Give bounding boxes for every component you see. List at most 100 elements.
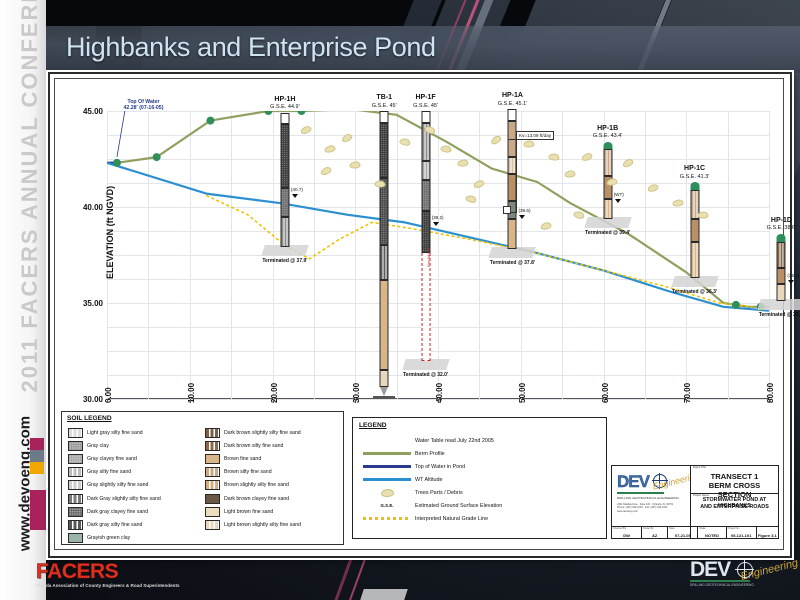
boring-green-cap xyxy=(603,141,613,150)
legend-line-swatch xyxy=(363,478,411,481)
boring-soil-segment xyxy=(507,109,517,121)
boring-gse-label: G.S.E. 45.1' xyxy=(497,100,528,107)
title-block-cell-value: 07-21-05 xyxy=(674,532,691,538)
kv-sample-marker xyxy=(503,206,511,214)
boring-soil-segment xyxy=(280,112,290,125)
y-axis-tick: 40.00 xyxy=(82,203,103,212)
soil-legend-label: Grayish green clay xyxy=(87,535,131,542)
title-block-cell: Date: 07-21-05 xyxy=(668,527,699,538)
boring-id-label: HP-1F xyxy=(415,94,436,101)
water-table-triangle-icon xyxy=(614,199,621,204)
legend-label: Water Table read July 22nd 2005 xyxy=(415,437,494,444)
soil-legend-row: Grayish green clay xyxy=(68,532,206,545)
boring-id-label: HP-1B xyxy=(597,124,619,132)
soil-legend-row: Dark Gray slightly silty fine sand xyxy=(68,492,206,505)
soil-legend-label: Dark gray clayey fine sand xyxy=(87,508,149,515)
boring-gse-label: G.S.E. 41.3' xyxy=(679,173,710,180)
soil-legend-column-2: Dark brown slightly silty fine sand Dark … xyxy=(205,426,343,532)
legend-row: Water Table read July 22nd 2005 xyxy=(353,434,606,447)
soil-legend-swatch xyxy=(68,506,83,517)
soil-legend-label: Brown fine sand xyxy=(224,455,262,462)
top-of-water-annotation: Top Of Water 42.28' (07-16-05) xyxy=(124,99,164,111)
boring-soil-segment xyxy=(379,178,389,246)
soil-legend-panel: SOIL LEGEND Light gray silty fine sand Gr… xyxy=(61,411,344,545)
x-axis-tick: 70.00 xyxy=(683,382,693,403)
gridline-horizontal xyxy=(107,207,769,208)
boring-terminated-label: Terminated @ 35.1' xyxy=(758,312,800,319)
legend-key-gse: G.S.E. xyxy=(359,503,415,508)
soil-legend-swatch xyxy=(68,480,83,491)
soil-legend-swatch xyxy=(68,533,83,544)
legend-line-swatch xyxy=(363,465,411,468)
water-table-reading-label: (36.2) xyxy=(787,272,800,278)
water-table-triangle-icon xyxy=(291,193,298,198)
website-vertical-text[interactable]: www.devoeng.com xyxy=(16,415,34,552)
title-block-cell-value: AZ xyxy=(652,532,658,538)
boring-green-cap xyxy=(776,233,786,242)
title-block-project-caption: Project Name: xyxy=(693,494,710,497)
legend-label: WT Altitude xyxy=(415,476,443,483)
soil-legend-row: Dark gray silty fine sand xyxy=(68,518,206,531)
y-axis-label: ELEVATION (ft NGVD) xyxy=(105,185,115,279)
boring-soil-segment xyxy=(280,124,290,188)
gridline-horizontal xyxy=(107,303,769,304)
title-block-line-4: AND ENTERPRISE ROADS xyxy=(700,504,769,510)
gridline-horizontal xyxy=(107,327,769,328)
legend-panel: LEGEND Water Table read July 22nd 2005 Be… xyxy=(352,417,607,539)
legend-key-line xyxy=(359,478,415,481)
water-table-reading-label: (39.6) xyxy=(518,207,531,213)
legend-key-line xyxy=(359,452,415,455)
boring-terminated-label: Terminated @ 36.3' xyxy=(671,289,718,296)
x-axis-tick: 40.00 xyxy=(435,382,444,403)
sidebar-magenta-bar xyxy=(30,490,46,530)
legend-row: Trees Parts / Debris xyxy=(353,486,606,499)
boring-soil-segment xyxy=(776,241,786,269)
boring-soil-segment xyxy=(280,187,290,217)
boring-soil-segment xyxy=(603,149,613,177)
soil-legend-row: Dark brown silty fine sand xyxy=(205,439,343,452)
title-block-cell-value: DW xyxy=(623,532,630,538)
x-axis-tick: 0.00 xyxy=(104,387,113,403)
soil-legend-label: Gray clayey fine sand xyxy=(87,455,137,462)
soil-legend-swatch xyxy=(205,519,220,530)
drawing-sheet: HP-1H G.S.E. 44.9' Terminated @ 37.9' (40.7… xyxy=(48,72,800,600)
soil-legend-label: Dark Gray slightly silty fine sand xyxy=(87,495,161,502)
soil-legend-label: Brown slightly silty fine sand xyxy=(224,482,289,489)
free-fall-interval xyxy=(421,253,431,361)
boring-soil-segment xyxy=(690,189,700,219)
x-tick-mark xyxy=(603,399,605,403)
boring-soil-segment xyxy=(690,241,700,279)
kv-leader-horizontal-bottom xyxy=(508,212,517,213)
soil-legend-title: SOIL LEGEND xyxy=(67,415,112,422)
boring-soil-segment xyxy=(421,160,431,181)
water-table-reading-label: (39.2) xyxy=(431,215,444,221)
legend-row: Berm Profile xyxy=(353,447,606,460)
title-block-line-2: BERM CROSS SECTION xyxy=(708,481,761,499)
tree-debris-icon xyxy=(696,210,709,219)
title-block-cell: Project No.: 05-121-101 xyxy=(727,527,757,538)
boring-soil-segment xyxy=(690,218,700,242)
title-block-cell: Figure 3.1 xyxy=(757,527,778,538)
title-block-separator xyxy=(691,493,778,494)
boring-gse-label: G.S.E. 38.6' xyxy=(766,225,797,232)
boring-soil-segment xyxy=(421,180,431,211)
soil-legend-swatch xyxy=(205,506,220,517)
left-sidebar: 2011 FACERS ANNUAL CONFERENCE www.devoen… xyxy=(0,0,46,600)
boring-soil-segment xyxy=(421,210,431,254)
soil-legend-row: Dark gray clayey fine sand xyxy=(68,505,206,518)
x-tick-mark xyxy=(107,399,108,403)
tree-debris-icon xyxy=(349,161,361,169)
soil-legend-label: Gray silty fine sand xyxy=(87,469,132,476)
legend-row: Top of Water in Pond xyxy=(353,460,606,473)
soil-legend-label: Dark gray silty fine sand xyxy=(87,521,143,528)
soil-legend-swatch xyxy=(205,480,220,491)
devo-footer-green-rule xyxy=(690,580,750,582)
devo-footer-crosshair-icon xyxy=(735,560,754,579)
y-axis-tick: 30.00 xyxy=(82,395,103,404)
gridline-horizontal xyxy=(107,351,769,352)
boring-soil-segment xyxy=(421,122,431,161)
title-block-cell: Scale: NOTED xyxy=(698,527,727,538)
top-of-water-leader xyxy=(116,111,126,158)
soil-legend-swatch xyxy=(205,493,220,504)
boring-soil-segment xyxy=(379,245,389,280)
